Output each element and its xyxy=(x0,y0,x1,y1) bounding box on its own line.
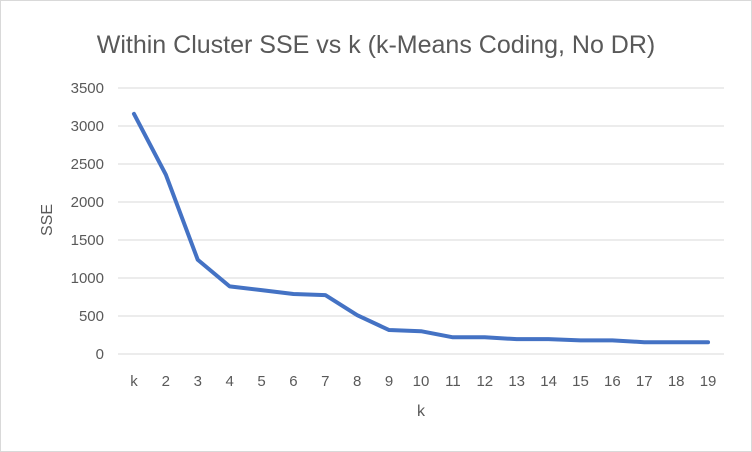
x-tick-label: 9 xyxy=(385,373,393,390)
x-tick-label: 19 xyxy=(700,373,717,390)
x-tick-label: 10 xyxy=(413,373,430,390)
x-axis-ticks: k 2 3 4 5 6 7 8 9 10 11 12 13 14 15 16 17 18 19 xyxy=(130,373,716,390)
series-layer xyxy=(131,111,711,345)
x-tick-label: k xyxy=(130,373,138,390)
data-point xyxy=(674,340,678,344)
x-tick-label: 5 xyxy=(257,373,265,390)
y-tick-label: 2000 xyxy=(71,194,104,211)
data-point xyxy=(578,338,582,342)
y-tick-label: 3500 xyxy=(71,80,104,97)
data-point xyxy=(132,112,136,116)
x-tick-label: 8 xyxy=(353,373,361,390)
y-tick-label: 3000 xyxy=(71,118,104,135)
y-tick-label: 2500 xyxy=(71,156,104,173)
chart-title: Within Cluster SSE vs k (k-Means Coding,… xyxy=(97,31,655,59)
x-tick-label: 4 xyxy=(225,373,233,390)
y-tick-label: 1500 xyxy=(71,232,104,249)
data-point xyxy=(483,335,487,339)
x-tick-label: 18 xyxy=(668,373,685,390)
data-point xyxy=(547,337,551,341)
x-tick-label: 16 xyxy=(604,373,621,390)
x-tick-label: 3 xyxy=(194,373,202,390)
data-point xyxy=(515,337,519,341)
y-tick-label: 1000 xyxy=(71,270,104,287)
y-tick-label: 0 xyxy=(96,346,104,363)
gridlines xyxy=(118,87,724,355)
data-point xyxy=(355,313,359,317)
data-point xyxy=(642,340,646,344)
data-point xyxy=(387,328,391,332)
x-tick-label: 14 xyxy=(540,373,557,390)
data-point xyxy=(706,340,710,344)
y-axis-ticks: 0 500 1000 1500 2000 2500 3000 3500 xyxy=(71,80,104,363)
x-tick-label: 6 xyxy=(289,373,297,390)
y-tick-label: 500 xyxy=(79,308,104,325)
series-line xyxy=(131,111,711,345)
data-point xyxy=(451,335,455,339)
data-point xyxy=(228,284,232,288)
x-tick-label: 13 xyxy=(508,373,525,390)
x-tick-label: 12 xyxy=(476,373,493,390)
data-point xyxy=(260,288,264,292)
x-tick-label: 11 xyxy=(445,373,461,390)
data-point xyxy=(610,338,614,342)
data-point xyxy=(419,329,423,333)
y-axis-title: SSE xyxy=(39,204,56,236)
x-tick-label: 15 xyxy=(572,373,589,390)
data-point xyxy=(164,173,168,177)
x-tick-label: 2 xyxy=(162,373,170,390)
x-tick-label: 17 xyxy=(636,373,653,390)
data-point xyxy=(323,293,327,297)
x-tick-label: 7 xyxy=(321,373,329,390)
x-axis-title: k xyxy=(417,403,426,420)
data-point xyxy=(291,292,295,296)
data-point xyxy=(196,258,200,262)
